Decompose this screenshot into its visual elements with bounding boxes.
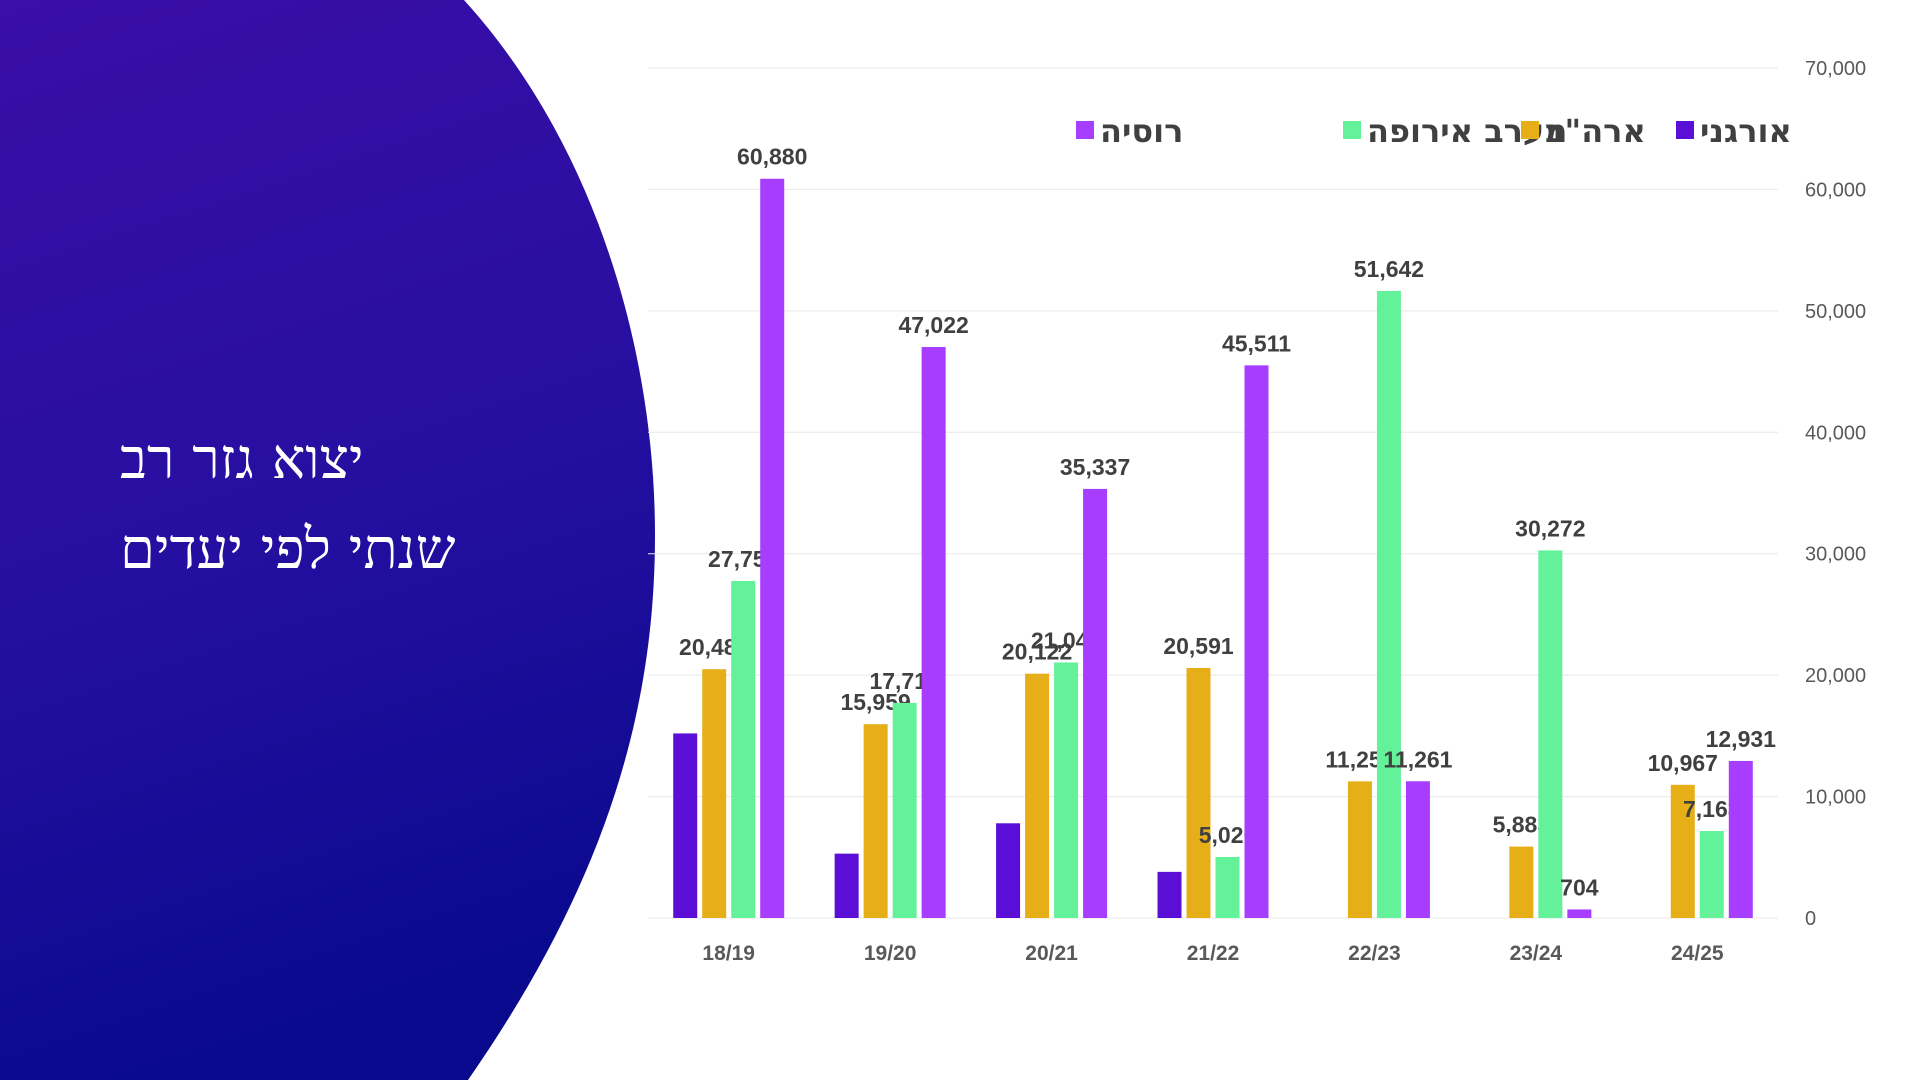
- bar-21-22-series-3: [1244, 365, 1269, 918]
- bar-23-24-series-2: [1538, 550, 1563, 918]
- legend-label: רוסיה: [1100, 112, 1183, 150]
- bar-21-22-series-1: [1186, 667, 1211, 918]
- data-label: 20,591: [1163, 633, 1234, 659]
- data-label: 12,931: [1706, 726, 1777, 752]
- legend-swatch: [1521, 121, 1539, 139]
- bar-23-24-series-1: [1509, 846, 1534, 918]
- bar-18-19-series-1: [702, 669, 727, 918]
- data-label: 30,272: [1515, 515, 1585, 541]
- x-category-label: 21/22: [1187, 942, 1240, 965]
- bar-18-19-series-3: [760, 178, 785, 918]
- bar-24-25-series-1: [1670, 784, 1695, 918]
- legend-swatch: [1076, 121, 1094, 139]
- bar-21-22-series-0: [1157, 871, 1182, 918]
- y-tick-label: 30,000: [1805, 544, 1866, 566]
- x-category-label: 22/23: [1348, 942, 1401, 965]
- bar-23-24-series-3: [1567, 909, 1592, 918]
- data-label: 45,511: [1222, 330, 1291, 356]
- x-category-label: 18/19: [702, 942, 755, 965]
- y-tick-label: 50,000: [1805, 301, 1866, 323]
- data-label: 704: [1560, 874, 1599, 900]
- bar-19-20-series-0: [834, 853, 859, 918]
- y-tick-label: 20,000: [1805, 665, 1866, 687]
- y-tick-label: 40,000: [1805, 422, 1866, 444]
- data-label: 10,967: [1648, 750, 1718, 776]
- bar-22-23-series-1: [1347, 781, 1372, 918]
- bar-21-22-series-2: [1215, 856, 1240, 918]
- slide-title-line-2: שנתי לפי יעדים: [120, 517, 456, 582]
- data-label: 51,642: [1354, 256, 1424, 282]
- y-tick-label: 10,000: [1805, 787, 1866, 809]
- bar-24-25-series-3: [1728, 760, 1753, 918]
- y-tick-label: 70,000: [1805, 58, 1866, 80]
- x-category-label: 19/20: [864, 942, 917, 965]
- bar-19-20-series-1: [863, 724, 888, 918]
- bar-24-25-series-2: [1699, 831, 1724, 918]
- x-category-label: 20/21: [1025, 942, 1078, 965]
- legend-swatch: [1676, 121, 1694, 139]
- y-tick-label: 60,000: [1805, 179, 1866, 201]
- legend-label: ארה"ב: [1545, 112, 1646, 150]
- data-label: 35,337: [1060, 454, 1130, 480]
- data-label: 47,022: [898, 312, 968, 338]
- data-label: 20,122: [1002, 639, 1072, 665]
- bar-18-19-series-2: [731, 580, 756, 918]
- data-label: 11,261: [1383, 746, 1452, 772]
- slide-title-line-1: יצוא גזר רב: [120, 427, 364, 492]
- bar-20-21-series-2: [1054, 662, 1079, 918]
- x-category-label: 24/25: [1671, 942, 1724, 965]
- bar-22-23-series-2: [1376, 290, 1401, 918]
- legend-swatch: [1343, 121, 1361, 139]
- x-category-label: 23/24: [1510, 942, 1563, 965]
- bar-20-21-series-0: [996, 823, 1021, 918]
- data-label: 60,880: [737, 144, 807, 170]
- legend-label: אורגני: [1700, 112, 1792, 150]
- y-tick-label: 0: [1805, 908, 1816, 930]
- bar-22-23-series-3: [1405, 781, 1430, 918]
- bar-19-20-series-2: [892, 702, 917, 918]
- bar-20-21-series-3: [1083, 488, 1108, 918]
- bar-19-20-series-3: [921, 347, 946, 919]
- bar-18-19-series-0: [673, 733, 698, 918]
- bar-20-21-series-1: [1025, 673, 1050, 918]
